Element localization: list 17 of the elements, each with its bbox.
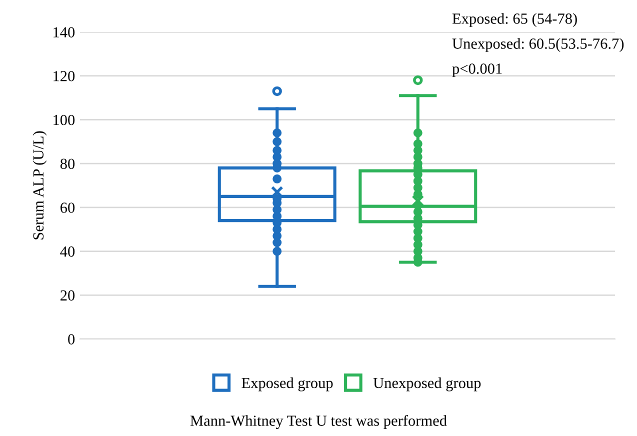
y-tick-label: 60 [60,202,75,213]
y-tick-label: 120 [54,71,75,82]
text: Exposed: 65 (54-78) [452,13,577,27]
point [413,128,422,138]
legend-label: Exposed group [242,377,333,392]
y-tick-label: 40 [60,246,75,257]
point [413,139,422,148]
y-tick-label: 0 [68,334,75,344]
y-tick-label: 100 [54,114,75,126]
y-tick-label: 140 [54,27,75,38]
y-tick-label: 80 [60,158,75,170]
annotation: p<0.001 [452,64,502,77]
legend-label: Unexposed group [373,377,481,392]
y-axis-title: Serum ALP (U/L) [32,131,47,240]
annotation: Unexposed: 60.5(53.5-76.7) [452,38,624,52]
y-tick-label: 20 [60,290,75,301]
text: Mann-Whitney Test U test was performed [190,414,447,430]
